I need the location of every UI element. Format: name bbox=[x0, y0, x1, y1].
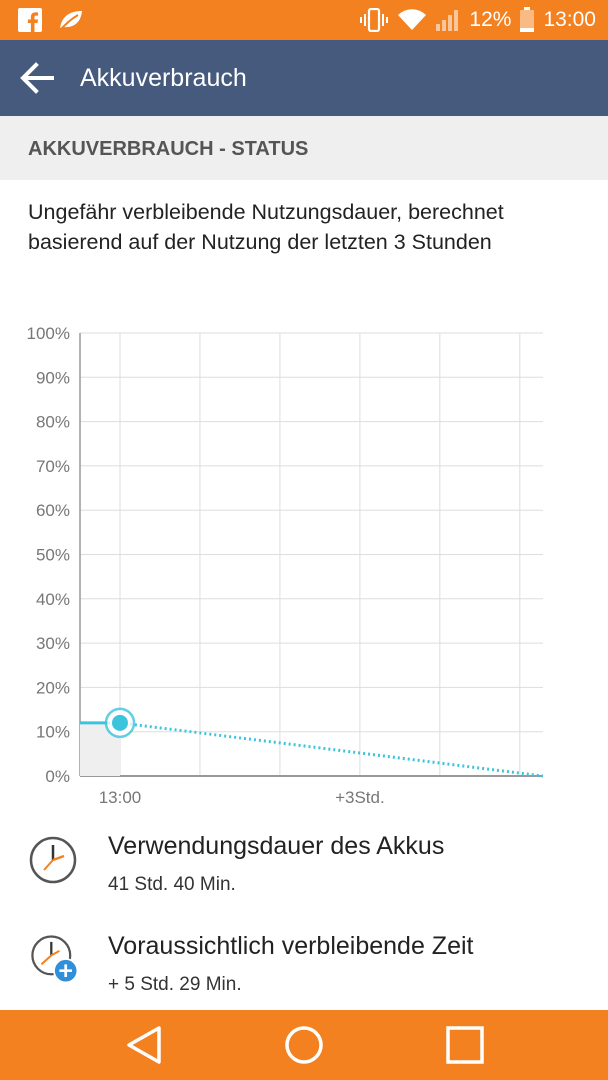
remaining-time-value: + 5 Std. 29 Min. bbox=[108, 974, 242, 995]
y-tick-label: 30% bbox=[36, 634, 70, 653]
wifi-icon bbox=[398, 9, 427, 31]
description-text: Ungefähr verbleibende Nutzungsdauer, ber… bbox=[28, 200, 504, 254]
leaf-icon bbox=[59, 11, 82, 31]
chart-current-point bbox=[104, 707, 136, 739]
clock-icon bbox=[29, 836, 77, 884]
nav-home-button[interactable] bbox=[279, 1022, 329, 1068]
y-tick-label: 70% bbox=[36, 457, 70, 476]
app-bar: Akkuverbrauch bbox=[0, 40, 608, 116]
facebook-icon bbox=[18, 8, 42, 32]
current-point-core bbox=[114, 717, 125, 728]
usage-duration-row: Verwendungsdauer des Akkus 41 Std. 40 Mi… bbox=[0, 832, 608, 922]
chart-lines bbox=[80, 721, 544, 778]
section-title: AKKUVERBRAUCH - STATUS bbox=[28, 138, 309, 160]
signal-icon bbox=[436, 10, 459, 31]
back-button[interactable] bbox=[14, 54, 62, 102]
x-tick-label: 13:00 bbox=[99, 788, 142, 807]
clock: 13:00 bbox=[543, 8, 596, 31]
recents-square-icon bbox=[446, 1026, 484, 1064]
remaining-time-row: Voraussichtlich verbleibende Zeit + 5 St… bbox=[0, 932, 608, 1022]
y-tick-label: 90% bbox=[36, 368, 70, 387]
y-tick-label: 40% bbox=[36, 590, 70, 609]
forecast-line bbox=[119, 721, 544, 778]
y-tick-label: 0% bbox=[45, 767, 70, 786]
vibrate-icon bbox=[360, 8, 389, 32]
home-circle-icon bbox=[285, 1026, 323, 1064]
clock-plus-icon bbox=[31, 935, 79, 984]
page-title: Akkuverbrauch bbox=[80, 64, 247, 92]
usage-duration-title: Verwendungsdauer des Akkus bbox=[108, 832, 445, 860]
nav-back-button[interactable] bbox=[119, 1022, 169, 1068]
y-tick-label: 10% bbox=[36, 723, 70, 742]
y-tick-label: 80% bbox=[36, 413, 70, 432]
remaining-time-title: Voraussichtlich verbleibende Zeit bbox=[108, 932, 474, 960]
status-bar: 12% 13:00 bbox=[0, 0, 608, 40]
nav-recents-button[interactable] bbox=[440, 1022, 490, 1068]
usage-duration-value: 41 Std. 40 Min. bbox=[108, 874, 236, 895]
y-axis-labels: 100% 90% 80% 70% 60% 50% 40% 30% 20% 10% 0% bbox=[27, 324, 70, 786]
y-tick-label: 100% bbox=[27, 324, 70, 343]
battery-chart: 100% 90% 80% 70% 60% 50% 40% 30% 20% 10% 0% 13:00 +… bbox=[27, 324, 544, 807]
battery-percent: 12% bbox=[469, 8, 512, 31]
status-icons: 12% 13:00 bbox=[359, 0, 596, 40]
battery-icon bbox=[520, 7, 535, 32]
y-tick-label: 60% bbox=[36, 501, 70, 520]
x-tick-label: +3Std. bbox=[335, 788, 385, 807]
back-triangle-icon bbox=[127, 1026, 161, 1064]
y-tick-label: 50% bbox=[36, 546, 70, 565]
chart-grid bbox=[79, 332, 543, 777]
arrow-left-icon bbox=[20, 62, 54, 94]
y-tick-label: 20% bbox=[36, 678, 70, 697]
x-axis-labels: 13:00 +3Std. bbox=[99, 788, 385, 807]
section-header: AKKUVERBRAUCH - STATUS bbox=[0, 116, 608, 180]
navigation-bar bbox=[0, 1010, 608, 1080]
